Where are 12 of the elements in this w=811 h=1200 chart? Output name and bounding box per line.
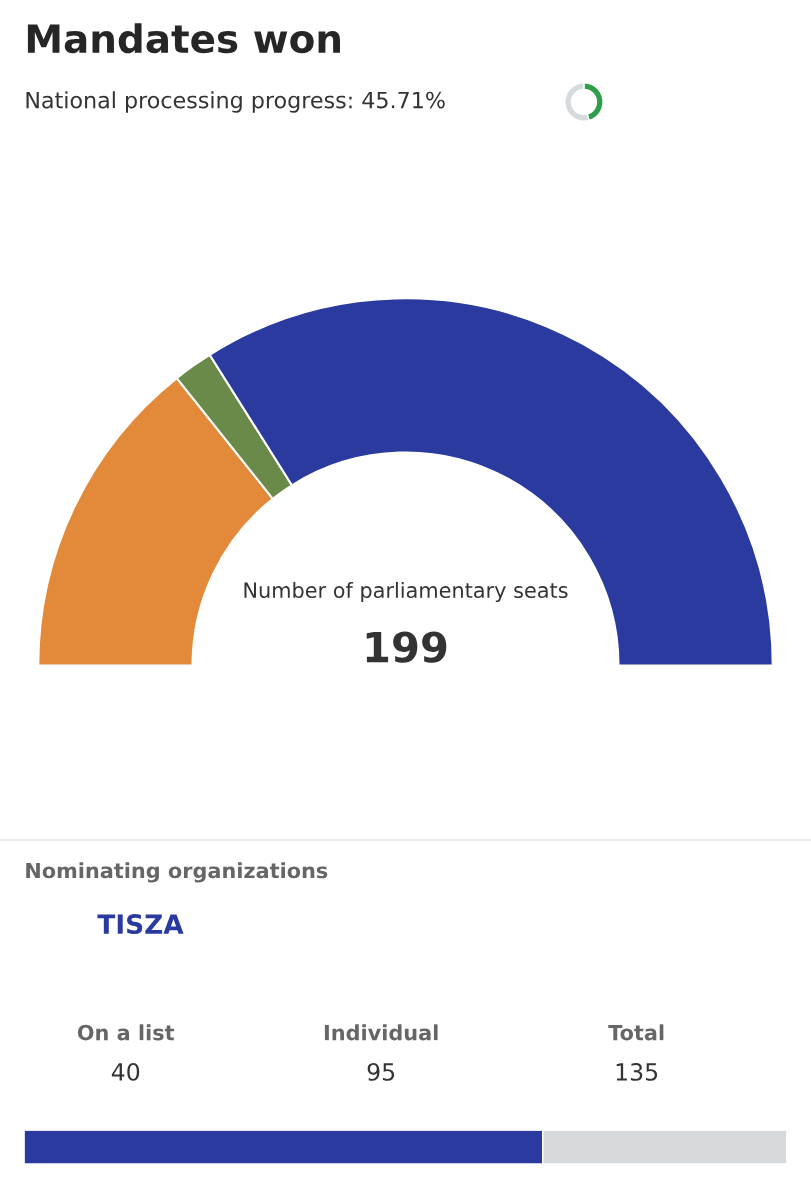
text: Individual — [324, 1024, 438, 1041]
text: On a list — [77, 1024, 175, 1041]
text: 135 — [616, 1062, 658, 1081]
text: 40 — [111, 1062, 140, 1081]
text: TISZA — [97, 914, 184, 935]
chart-title: Mandates won — [27, 23, 340, 54]
text: Total — [608, 1024, 664, 1041]
chart-title: Nominating organizations — [26, 862, 328, 883]
text: 95 — [367, 1062, 395, 1081]
text: 199 — [366, 631, 447, 663]
text: Number of parliamentary seats — [244, 581, 568, 603]
chart-subtitle: National processing progress: 45.71% — [26, 91, 445, 113]
